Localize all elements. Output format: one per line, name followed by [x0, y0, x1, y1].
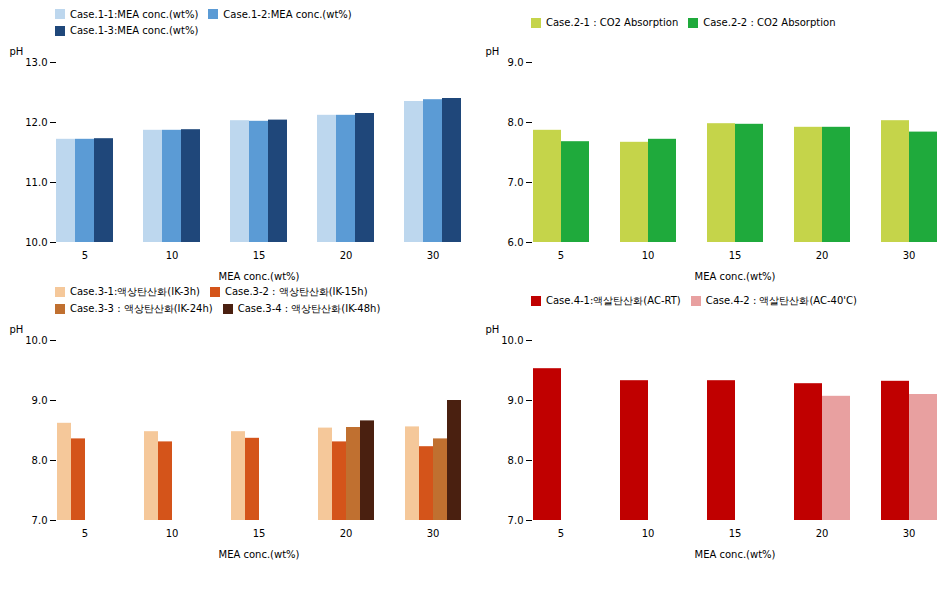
svg-text:9.0: 9.0	[32, 395, 48, 406]
svg-text:20: 20	[340, 528, 353, 539]
svg-text:8.0: 8.0	[32, 455, 48, 466]
svg-text:30: 30	[427, 250, 440, 261]
svg-text:13.0: 13.0	[25, 57, 47, 68]
svg-text:30: 30	[427, 528, 440, 539]
html-text:Case.3-4 : 액상탄산화(IK-48h): Case.3-4 : 액상탄산화(IK-48h)	[237, 302, 381, 314]
svg-text:20: 20	[816, 528, 829, 539]
svg-text:pH: pH	[486, 46, 500, 57]
svg-text:MEA conc.(wt%): MEA conc.(wt%)	[218, 271, 299, 282]
html-text:Case.1-2:MEA conc.(wt%): Case.1-2:MEA conc.(wt%)	[223, 8, 352, 20]
svg-text:30: 30	[903, 528, 916, 539]
svg-text:10: 10	[642, 250, 655, 261]
svg-text:7.0: 7.0	[32, 515, 48, 526]
svg-text:5: 5	[82, 528, 88, 539]
html-text:Case.4-1:액살탄산화(AC-RT): Case.4-1:액살탄산화(AC-RT)	[546, 294, 681, 306]
html-text:Case.1-3:MEA conc.(wt%): Case.1-3:MEA conc.(wt%)	[70, 25, 199, 37]
svg-text:7.0: 7.0	[508, 177, 524, 188]
html-text:Case.3-3 : 액상탄산화(IK-24h): Case.3-3 : 액상탄산화(IK-24h)	[70, 302, 213, 314]
svg-text:10.0: 10.0	[501, 335, 523, 346]
svg-text:15: 15	[253, 250, 266, 261]
svg-text:11.0: 11.0	[25, 177, 47, 188]
svg-text:MEA conc.(wt%): MEA conc.(wt%)	[694, 549, 775, 560]
svg-text:5: 5	[558, 528, 564, 539]
svg-text:12.0: 12.0	[25, 117, 47, 128]
svg-text:9.0: 9.0	[508, 395, 524, 406]
html-text:Case.1-1:MEA conc.(wt%): Case.1-1:MEA conc.(wt%)	[70, 8, 199, 20]
html-text:Case.3-2 : 액상탄산화(IK-15h): Case.3-2 : 액상탄산화(IK-15h)	[224, 286, 368, 298]
html-text:Case.2-2 : CO2 Absorption: Case.2-2 : CO2 Absorption	[703, 17, 836, 28]
html-text:Case.3-1:액상탄산화(IK-3h): Case.3-1:액상탄산화(IK-3h)	[70, 286, 200, 298]
svg-text:20: 20	[816, 250, 829, 261]
svg-text:10.0: 10.0	[25, 335, 47, 346]
svg-text:5: 5	[82, 250, 88, 261]
svg-text:pH: pH	[10, 324, 24, 335]
svg-text:pH: pH	[10, 46, 24, 57]
svg-text:MEA conc.(wt%): MEA conc.(wt%)	[694, 271, 775, 282]
svg-text:7.0: 7.0	[508, 515, 524, 526]
svg-text:15: 15	[253, 528, 266, 539]
svg-text:5: 5	[558, 250, 564, 261]
svg-text:10: 10	[166, 250, 179, 261]
svg-text:8.0: 8.0	[508, 455, 524, 466]
svg-text:15: 15	[729, 250, 742, 261]
svg-text:9.0: 9.0	[508, 57, 524, 68]
svg-text:10: 10	[166, 528, 179, 539]
svg-text:30: 30	[903, 250, 916, 261]
svg-text:MEA conc.(wt%): MEA conc.(wt%)	[218, 549, 299, 560]
svg-text:pH: pH	[486, 324, 500, 335]
svg-text:10.0: 10.0	[25, 237, 47, 248]
svg-text:15: 15	[729, 528, 742, 539]
svg-text:20: 20	[340, 250, 353, 261]
html-text:Case.2-1 : CO2 Absorption: Case.2-1 : CO2 Absorption	[546, 17, 679, 28]
svg-text:6.0: 6.0	[508, 237, 524, 248]
html-text:Case.4-2 : 액살탄산화(AC-40'C): Case.4-2 : 액살탄산화(AC-40'C)	[705, 294, 857, 306]
svg-text:8.0: 8.0	[508, 117, 524, 128]
svg-text:10: 10	[642, 528, 655, 539]
